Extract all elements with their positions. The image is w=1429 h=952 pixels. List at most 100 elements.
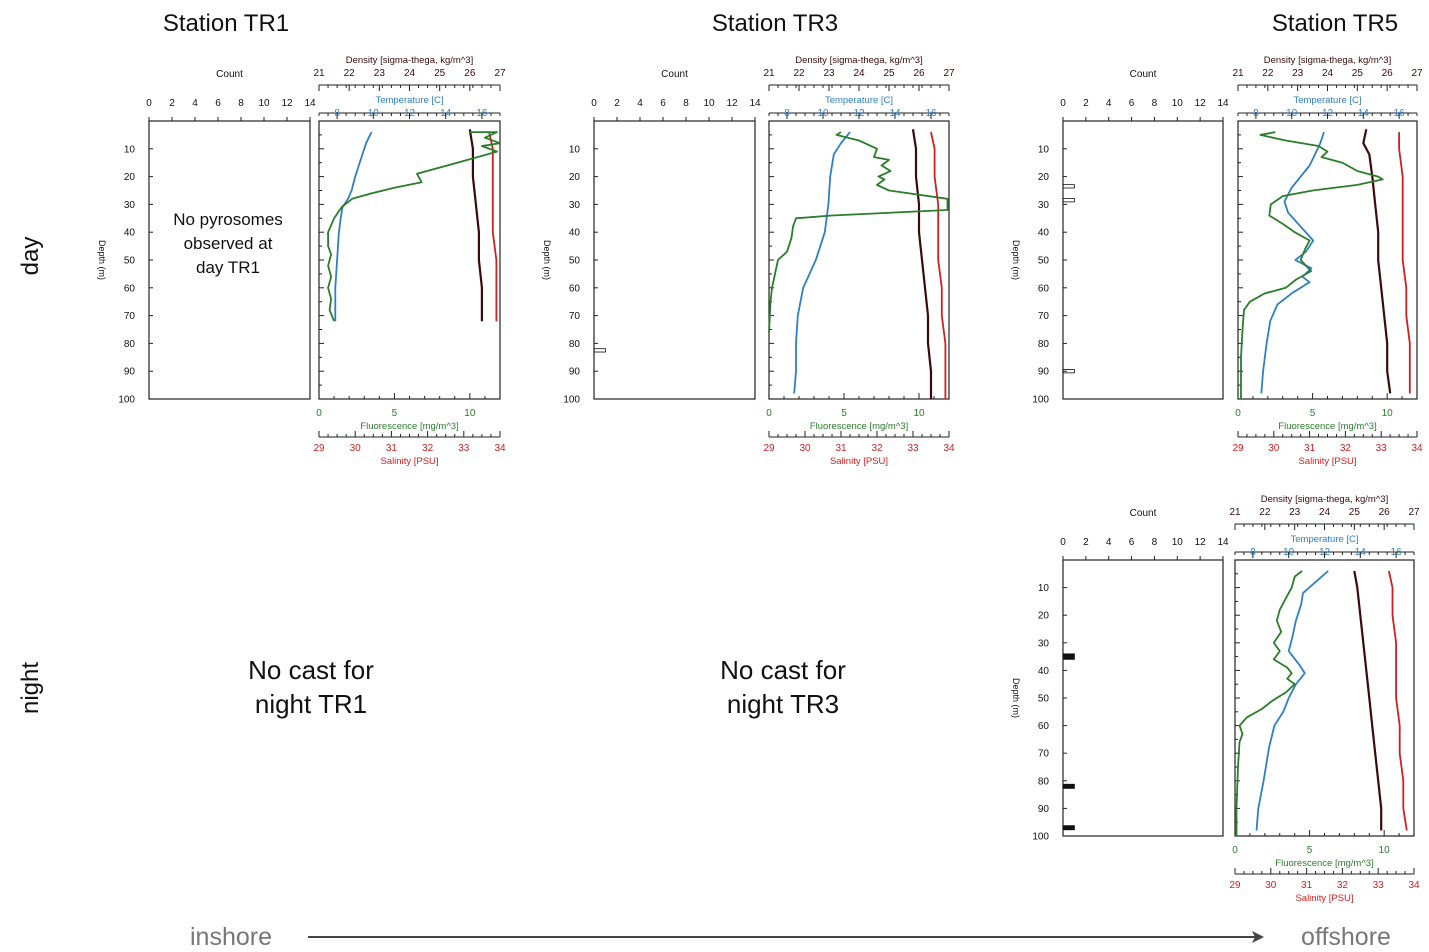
fluorescence-tick-label: 10 — [1382, 408, 1394, 419]
density-tick-label: 22 — [1259, 507, 1271, 518]
density-tick-label: 22 — [793, 68, 805, 79]
note-tr1-day-line2: observed at — [184, 234, 273, 253]
temperature-profile-line — [793, 131, 851, 394]
temperature-tick-label: 14 — [440, 108, 452, 119]
salinity-tick-label: 32 — [1340, 443, 1352, 454]
depth-tick-label: 70 — [124, 311, 136, 322]
salinity-profile-line — [1388, 570, 1408, 831]
density-profile-line — [1362, 129, 1392, 394]
density-tick-label: 27 — [943, 68, 955, 79]
note-tr1-day-line3: day TR1 — [196, 258, 260, 277]
count-tick-label: 14 — [1217, 98, 1229, 109]
station-title-tr5: Station TR5 — [1272, 10, 1398, 37]
count-tick-label: 14 — [1217, 537, 1229, 548]
fluorescence-tick-label: 0 — [1235, 408, 1241, 419]
salinity-tick-label: 31 — [386, 443, 398, 454]
density-tick-label: 27 — [1411, 68, 1423, 79]
salinity-axis-label: Salinity [PSU] — [1295, 893, 1353, 904]
density-profile-line — [1353, 570, 1383, 831]
depth-tick-label: 80 — [124, 339, 136, 350]
chart-panel-tr1-day: 0 2 4 6 8 10 12 14Count102030405060708090100Dep… — [97, 55, 506, 467]
count-tick-label: 4 — [192, 98, 198, 109]
density-profile-line — [911, 129, 933, 399]
count-tick-label: 8 — [1152, 537, 1158, 548]
note-tr1-night-line1: No cast for — [248, 655, 374, 685]
depth-tick-label: 20 — [1038, 611, 1050, 622]
count-bar — [593, 348, 606, 353]
density-tick-label: 21 — [1229, 507, 1241, 518]
count-tick-label: 10 — [258, 98, 270, 109]
density-tick-label: 24 — [404, 68, 416, 79]
salinity-tick-label: 30 — [799, 443, 811, 454]
salinity-tick-label: 31 — [1301, 880, 1313, 891]
temperature-profile-line — [334, 131, 373, 322]
row-label-day: day — [17, 237, 44, 276]
salinity-profile-line — [488, 131, 498, 322]
depth-tick-label: 50 — [1038, 256, 1050, 267]
count-tick-label: 14 — [749, 98, 761, 109]
fluorescence-axis-label: Fluorescence [mg/m^3] — [360, 421, 458, 432]
temperature-tick-label: 14 — [1355, 547, 1367, 558]
density-tick-label: 21 — [1232, 68, 1244, 79]
count-tick-label: 2 — [169, 98, 175, 109]
depth-tick-label: 90 — [1038, 804, 1050, 815]
depth-tick-label: 80 — [569, 339, 581, 350]
depth-tick-label: 10 — [1038, 144, 1050, 155]
count-tick-label: 2 — [1083, 98, 1089, 109]
fluorescence-tick-label: 0 — [1232, 845, 1238, 856]
depth-tick-label: 40 — [569, 228, 581, 239]
chart-panel-tr3-day: 0 2 4 6 8 10 12 14Count102030405060708090100Dep… — [542, 55, 955, 467]
chart-panel-tr5-day: 0 2 4 6 8 10 12 14Count102030405060708090100Dep… — [1011, 55, 1423, 467]
fluorescence-profile-line — [1235, 570, 1303, 836]
density-tick-label: 25 — [1352, 68, 1364, 79]
depth-tick-label: 50 — [124, 256, 136, 267]
temperature-profile-line — [1260, 131, 1325, 394]
temperature-tick-label: 14 — [889, 108, 901, 119]
fluorescence-tick-label: 5 — [1310, 408, 1316, 419]
depth-axis-label: Depth (m) — [1011, 678, 1021, 718]
density-axis-label: Density [sigma-thega, kg/m^3] — [1264, 55, 1391, 66]
fluorescence-tick-label: 10 — [913, 408, 925, 419]
density-tick-label: 26 — [464, 68, 476, 79]
temperature-tick-label: 8 — [784, 108, 790, 119]
depth-tick-label: 90 — [569, 367, 581, 378]
count-tick-label: 0 — [146, 98, 152, 109]
depth-tick-label: 100 — [1032, 832, 1049, 843]
salinity-axis-label: Salinity [PSU] — [1298, 456, 1356, 467]
depth-tick-label: 20 — [124, 172, 136, 183]
temperature-tick-label: 10 — [368, 108, 380, 119]
count-axis-label: Count — [216, 69, 243, 80]
density-axis-label: Density [sigma-thega, kg/m^3] — [346, 55, 473, 66]
depth-tick-label: 100 — [1032, 395, 1049, 406]
density-tick-label: 23 — [374, 68, 386, 79]
depth-tick-label: 60 — [124, 283, 136, 294]
salinity-tick-label: 34 — [494, 443, 506, 454]
fluorescence-tick-label: 5 — [841, 408, 847, 419]
salinity-tick-label: 34 — [943, 443, 955, 454]
fluorescence-axis-label: Fluorescence [mg/m^3] — [1275, 858, 1373, 869]
fluorescence-tick-label: 5 — [1307, 845, 1313, 856]
note-tr1-night-line2: night TR1 — [255, 689, 367, 719]
temperature-tick-label: 16 — [1394, 108, 1406, 119]
temperature-tick-label: 10 — [817, 108, 829, 119]
density-tick-label: 26 — [1382, 68, 1394, 79]
salinity-tick-label: 31 — [1304, 443, 1316, 454]
density-tick-label: 21 — [763, 68, 775, 79]
fluorescence-tick-label: 10 — [1379, 845, 1391, 856]
count-tick-label: 2 — [1083, 537, 1089, 548]
temperature-tick-label: 8 — [1253, 108, 1259, 119]
count-tick-label: 0 — [1060, 98, 1066, 109]
density-tick-label: 23 — [1292, 68, 1304, 79]
fluorescence-profile-line — [327, 131, 501, 322]
salinity-tick-label: 33 — [1373, 880, 1385, 891]
temperature-tick-label: 10 — [1283, 547, 1295, 558]
depth-tick-label: 40 — [1038, 666, 1050, 677]
depth-tick-label: 90 — [1038, 367, 1050, 378]
fluorescence-axis-label: Fluorescence [mg/m^3] — [810, 421, 908, 432]
count-axis-label: Count — [661, 69, 688, 80]
salinity-tick-label: 33 — [1376, 443, 1388, 454]
density-tick-label: 26 — [1379, 507, 1391, 518]
depth-tick-label: 30 — [1038, 200, 1050, 211]
salinity-tick-label: 32 — [871, 443, 883, 454]
